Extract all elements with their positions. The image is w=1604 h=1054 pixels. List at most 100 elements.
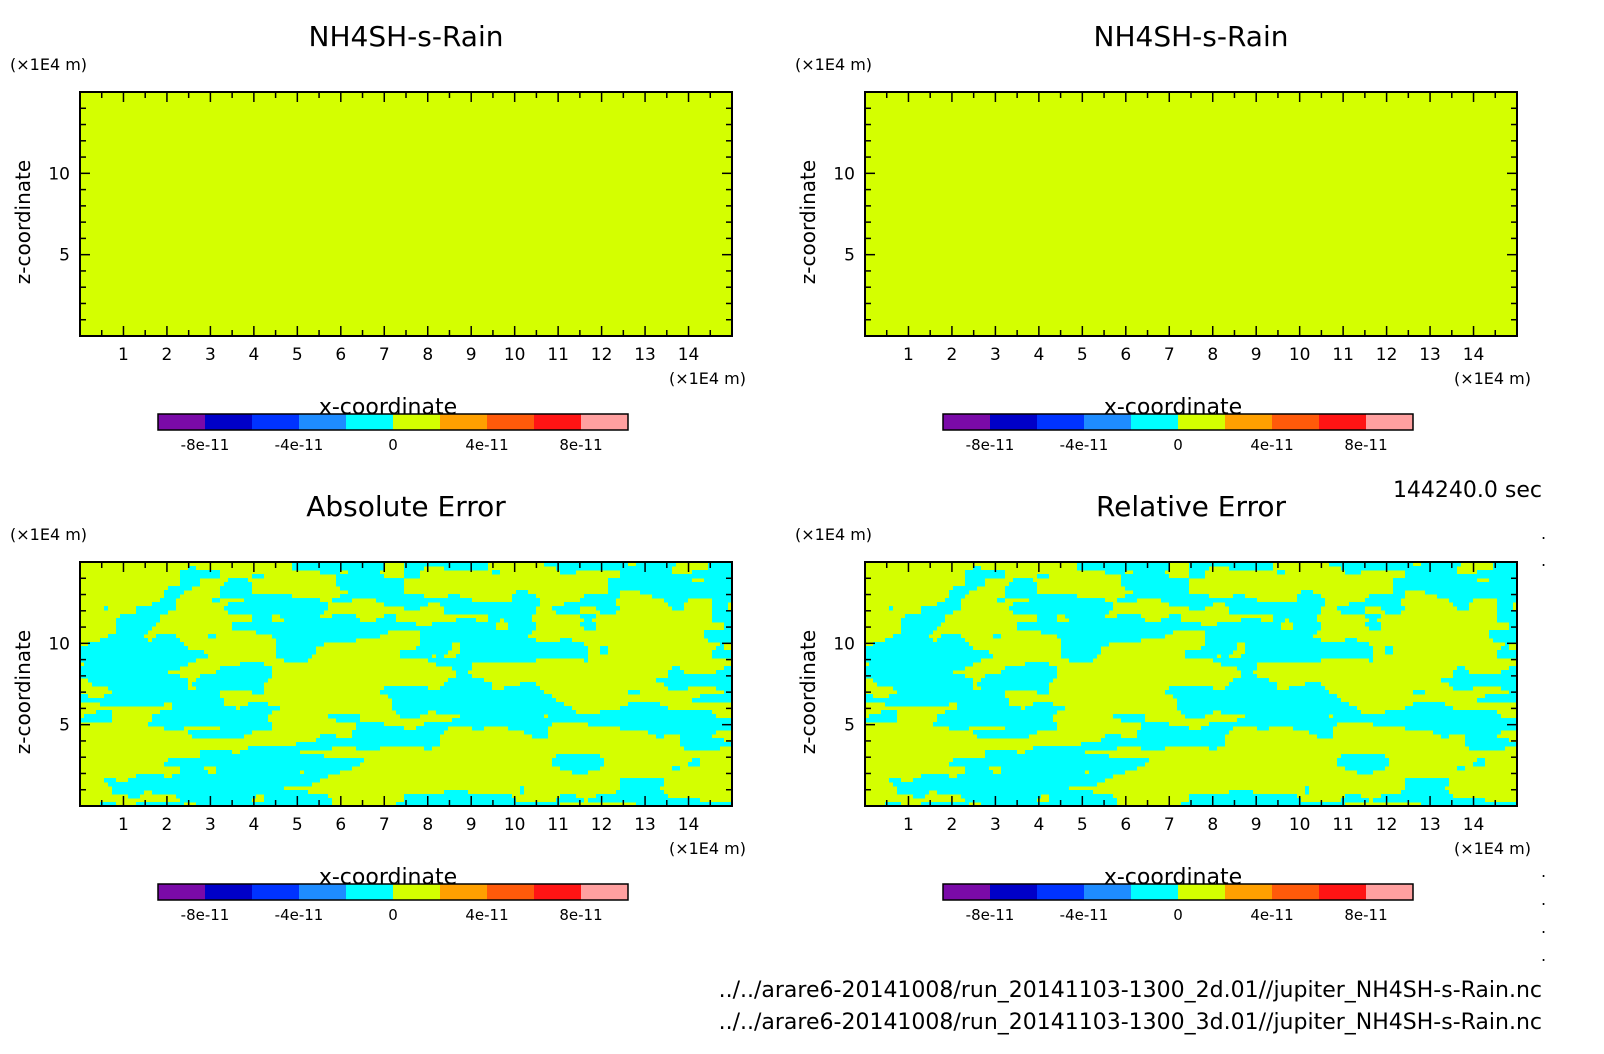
colorbar-segment <box>205 414 253 430</box>
contour-patch <box>400 714 420 719</box>
panel-2: NH4SH-s-Rain(×1E4 m)1 2 3 4 5 6 7 8 9 10 11 12 13 145… <box>795 20 1531 454</box>
contour-patch <box>172 706 236 711</box>
contour-patch <box>1237 666 1257 671</box>
contour-patch <box>228 610 324 615</box>
contour-patch <box>348 590 404 595</box>
x-unit-label: (×1E4 m) <box>669 839 746 858</box>
contour-patch <box>921 610 953 615</box>
contour-patch <box>516 590 528 595</box>
colorbar-tick-label: 4e-11 <box>1250 436 1293 454</box>
contour-patch <box>396 802 560 806</box>
contour-patch <box>1405 574 1517 579</box>
contour-patch <box>220 726 272 731</box>
contour-patch <box>1401 790 1449 795</box>
contour-patch <box>1061 646 1101 651</box>
contour-patch <box>136 606 176 611</box>
x-tick-label: 5 <box>292 815 303 835</box>
y-axis-label: z-coordinate <box>11 160 35 284</box>
contour-patch <box>1229 790 1253 795</box>
contour-patch <box>552 758 604 763</box>
contour-patch <box>1293 622 1321 627</box>
contour-patch <box>588 798 700 803</box>
contour-patch <box>552 762 604 767</box>
contour-patch <box>176 794 256 799</box>
field-background <box>80 92 732 336</box>
contour-patch <box>901 618 945 623</box>
contour-patch <box>865 694 873 699</box>
contour-patch <box>1125 586 1189 591</box>
contour-patch <box>444 606 536 611</box>
plot-area <box>864 91 1518 337</box>
contour-patch <box>1105 734 1121 739</box>
contour-patch <box>608 578 692 583</box>
contour-patch <box>220 666 272 671</box>
colorbar-segment <box>1272 884 1320 900</box>
contour-patch <box>656 678 732 683</box>
contour-patch <box>160 710 272 715</box>
contour-patch <box>444 566 488 571</box>
y-tick-label: 5 <box>59 246 70 266</box>
contour-patch <box>1025 706 1065 711</box>
x-tick-label: 9 <box>466 345 477 365</box>
contour-patch <box>957 774 1113 779</box>
contour-patch <box>404 566 424 571</box>
contour-patch <box>1221 662 1257 667</box>
contour-patch <box>1501 686 1517 691</box>
x-tick-label: 1 <box>118 815 129 835</box>
contour-patch <box>1369 626 1381 631</box>
colorbar-segment <box>487 884 535 900</box>
contour-patch <box>1305 790 1309 795</box>
contour-patch <box>320 734 336 739</box>
contour-patch <box>897 690 1005 695</box>
contour-patch <box>388 694 552 699</box>
contour-patch <box>1037 574 1049 579</box>
contour-patch <box>80 694 88 699</box>
contour-patch <box>1497 650 1517 655</box>
colorbar-segment <box>346 414 394 430</box>
contour-patch <box>1089 770 1125 775</box>
colorbar-segment <box>158 414 206 430</box>
contour-patch <box>116 622 156 627</box>
contour-patch <box>1497 598 1517 603</box>
dot-marker: . <box>1541 946 1547 965</box>
contour-patch <box>508 726 548 731</box>
contour-patch <box>921 774 949 779</box>
contour-patch <box>96 710 112 715</box>
contour-patch <box>1357 770 1373 775</box>
contour-patch <box>1405 570 1457 575</box>
x-tick-label: 12 <box>1376 815 1398 835</box>
contour-patch <box>865 718 897 723</box>
contour-patch <box>1489 630 1517 635</box>
contour-patch <box>192 734 244 739</box>
contour-patch <box>1029 598 1105 603</box>
contour-patch <box>1009 606 1113 611</box>
contour-patch <box>424 746 432 751</box>
contour-patch <box>957 706 1021 711</box>
contour-patch <box>1365 614 1381 619</box>
x-tick-label: 2 <box>162 345 173 365</box>
contour-patch <box>404 574 420 579</box>
contour-patch <box>1229 606 1321 611</box>
contour-patch <box>1233 594 1245 599</box>
contour-patch <box>1189 562 1273 567</box>
plot-area <box>864 561 1518 807</box>
contour-patch <box>1393 582 1517 587</box>
colorbar-segment <box>299 414 347 430</box>
contour-patch <box>1421 562 1461 567</box>
contour-patch <box>877 682 973 687</box>
contour-patch <box>1105 570 1125 575</box>
contour-patch <box>716 686 732 691</box>
contour-patch <box>973 730 1037 735</box>
x-tick-label: 8 <box>422 815 433 835</box>
contour-patch <box>556 566 672 571</box>
contour-patch <box>1077 562 1169 567</box>
contour-patch <box>420 630 532 635</box>
contour-patch <box>1189 794 1297 799</box>
colorbar-segment <box>534 414 582 430</box>
contour-patch <box>168 758 364 763</box>
contour-patch <box>1061 650 1101 655</box>
contour-patch <box>416 646 452 651</box>
contour-patch <box>1493 638 1517 643</box>
contour-patch <box>1209 746 1217 751</box>
x-tick-label: 10 <box>504 815 526 835</box>
